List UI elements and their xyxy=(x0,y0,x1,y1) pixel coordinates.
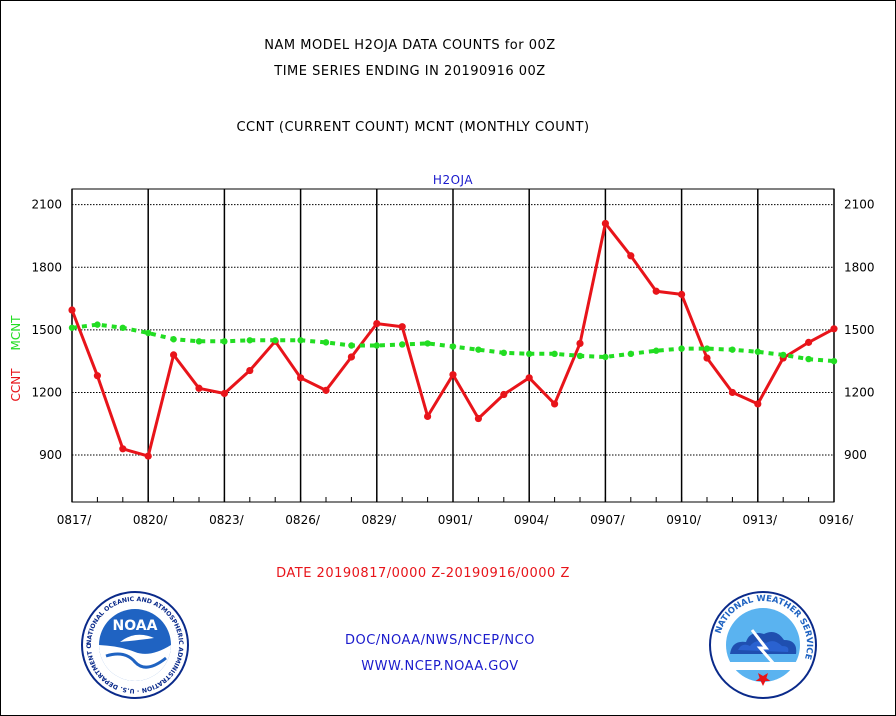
data-point-mcnt xyxy=(805,355,812,363)
data-point-ccnt xyxy=(144,452,152,460)
data-point-ccnt xyxy=(601,219,610,228)
data-point-ccnt xyxy=(246,366,254,375)
data-point-ccnt xyxy=(576,339,584,348)
x-tick-label: 0826/ xyxy=(285,513,321,527)
data-point-mcnt xyxy=(424,340,431,347)
data-point-mcnt xyxy=(145,329,152,337)
chart-title-series-end: TIME SERIES ENDING IN 20190916 00Z xyxy=(274,64,546,79)
data-point-ccnt xyxy=(424,412,432,421)
noaa-logo-text: NOAA xyxy=(113,618,158,634)
data-point-ccnt xyxy=(93,372,101,380)
data-point-mcnt xyxy=(272,337,279,344)
data-point-mcnt xyxy=(526,350,533,358)
data-point-ccnt xyxy=(525,374,533,382)
data-point-mcnt xyxy=(830,357,838,365)
y-tick-label-left: 1500 xyxy=(31,323,62,337)
data-point-mcnt xyxy=(551,350,558,358)
x-tick-label: 0829/ xyxy=(362,513,398,527)
data-point-ccnt xyxy=(627,252,635,260)
data-point-mcnt xyxy=(449,343,457,350)
y-tick-label-right: 1800 xyxy=(844,260,875,274)
x-tick-label: 0901/ xyxy=(438,513,474,527)
data-point-ccnt xyxy=(500,390,508,399)
data-point-mcnt xyxy=(627,350,634,358)
data-point-mcnt xyxy=(475,346,482,353)
data-point-mcnt xyxy=(678,345,685,352)
data-point-mcnt xyxy=(602,353,609,361)
data-point-ccnt xyxy=(297,374,305,382)
data-point-ccnt xyxy=(449,371,457,379)
data-point-mcnt xyxy=(653,347,660,354)
data-point-mcnt xyxy=(170,336,177,343)
y-axis-label-ccnt: CCNT xyxy=(9,368,23,402)
data-point-mcnt xyxy=(297,337,304,344)
x-tick-label: 0913/ xyxy=(743,513,779,527)
data-point-ccnt xyxy=(373,319,381,328)
date-range-label: DATE 20190817/0000 Z-20190916/0000 Z xyxy=(276,566,570,581)
data-point-mcnt xyxy=(576,352,584,360)
data-point-ccnt xyxy=(220,389,228,398)
data-point-mcnt xyxy=(500,349,507,357)
data-point-mcnt xyxy=(703,345,711,352)
data-point-ccnt xyxy=(652,287,660,295)
y-tick-label-left: 1800 xyxy=(31,260,62,274)
chart-title: NAM MODEL H2OJA DATA COUNTS for 00Z xyxy=(264,38,556,53)
data-point-ccnt xyxy=(830,325,838,333)
data-point-ccnt xyxy=(322,386,330,394)
data-point-mcnt xyxy=(754,348,761,355)
data-point-mcnt xyxy=(780,351,787,359)
data-point-mcnt xyxy=(399,341,406,348)
data-point-mcnt xyxy=(68,324,76,331)
data-point-ccnt xyxy=(754,400,762,408)
data-point-mcnt xyxy=(94,321,101,328)
y-tick-label-left: 2100 xyxy=(31,198,62,212)
data-point-ccnt xyxy=(703,354,711,362)
x-tick-label: 0817/ xyxy=(57,513,93,527)
data-point-ccnt xyxy=(551,400,559,408)
y-tick-label-right: 1500 xyxy=(844,323,875,337)
noaa-logo-icon: NATIONAL OCEANIC AND ATMOSPHERIC ADMINIS… xyxy=(80,590,189,699)
x-tick-label: 0907/ xyxy=(590,513,626,527)
data-point-mcnt xyxy=(322,339,330,346)
data-point-ccnt xyxy=(170,351,178,359)
data-point-ccnt xyxy=(805,338,813,346)
y-tick-label-right: 900 xyxy=(844,448,867,462)
y-tick-label-left: 900 xyxy=(39,448,62,462)
data-point-mcnt xyxy=(246,337,253,344)
chart-svg: 0817/0820/0823/0826/0829/0901/0904/0907/… xyxy=(9,188,875,527)
chart-subtitle: CCNT (CURRENT COUNT) MCNT (MONTHLY COUNT… xyxy=(236,120,590,135)
data-point-mcnt xyxy=(729,346,736,353)
nws-logo-icon: NATIONAL WEATHER SERVICE xyxy=(709,591,817,699)
y-tick-label-right: 2100 xyxy=(844,198,875,212)
data-point-ccnt xyxy=(474,414,482,423)
data-point-ccnt xyxy=(68,306,76,314)
y-tick-label-left: 1200 xyxy=(31,385,62,399)
data-point-mcnt xyxy=(373,342,380,349)
data-point-ccnt xyxy=(678,290,686,298)
y-axis-label-mcnt: MCNT xyxy=(9,315,23,351)
data-point-ccnt xyxy=(398,323,406,331)
data-point-ccnt xyxy=(195,384,203,392)
data-point-ccnt xyxy=(119,445,127,453)
x-tick-label: 0904/ xyxy=(514,513,550,527)
website-link[interactable]: WWW.NCEP.NOAA.GOV xyxy=(361,659,519,674)
data-point-mcnt xyxy=(195,338,203,345)
x-tick-label: 0916/ xyxy=(819,513,855,527)
data-point-mcnt xyxy=(221,338,228,345)
plot-label: H2OJA xyxy=(432,173,474,187)
data-point-mcnt xyxy=(348,342,355,349)
x-tick-label: 0910/ xyxy=(666,513,702,527)
data-point-ccnt xyxy=(728,388,737,397)
org-path-label: DOC/NOAA/NWS/NCEP/NCO xyxy=(345,633,535,648)
data-point-mcnt xyxy=(119,324,127,331)
x-tick-label: 0823/ xyxy=(209,513,245,527)
x-tick-label: 0820/ xyxy=(133,513,169,527)
y-tick-label-right: 1200 xyxy=(844,385,875,399)
data-point-ccnt xyxy=(347,353,355,361)
